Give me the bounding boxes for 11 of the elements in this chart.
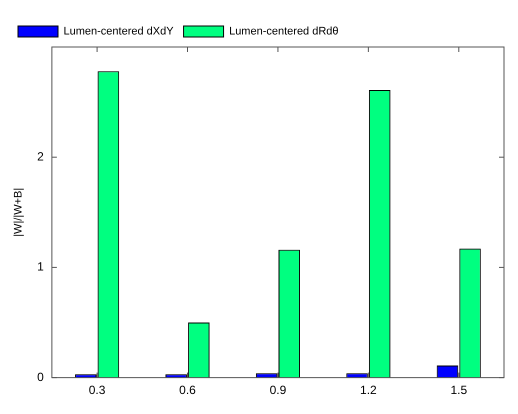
x-tick-label: 0.9 xyxy=(270,383,287,398)
legend-label: Lumen-centered dRdθ xyxy=(229,26,339,38)
y-axis-title: |W|/|W+B| xyxy=(12,188,25,237)
x-tick-label: 0.3 xyxy=(88,383,106,398)
legend-label: Lumen-centered dXdY xyxy=(64,26,174,38)
y-tick-label: 1 xyxy=(37,260,44,274)
x-tick-label: 0.6 xyxy=(179,383,196,398)
x-tick-label: 1.5 xyxy=(450,383,468,398)
y-tick-label: 2 xyxy=(37,150,44,164)
x-tick-label: 1.2 xyxy=(360,383,378,398)
y-tick-label: 0 xyxy=(37,370,44,384)
